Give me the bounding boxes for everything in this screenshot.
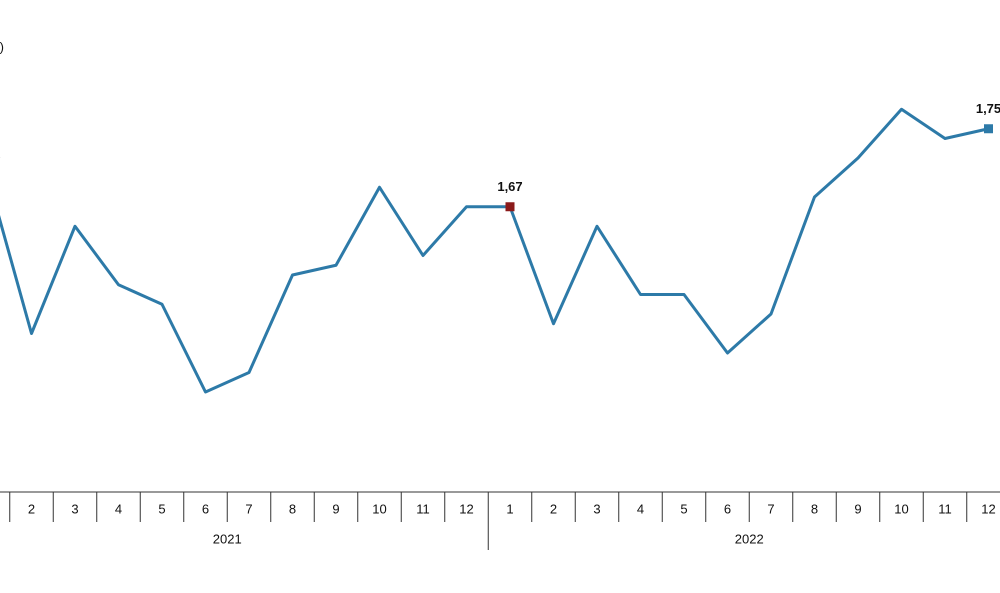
data-label: 1,67	[497, 179, 522, 194]
point-marker	[505, 202, 515, 212]
x-tick-label: 10	[894, 501, 908, 516]
chart-title: t)	[0, 39, 4, 54]
x-tick-label: 7	[767, 501, 774, 516]
x-tick-label: 6	[202, 501, 209, 516]
x-tick-label: 7	[245, 501, 252, 516]
data-label: 1,70	[0, 150, 1, 165]
x-tick-label: 3	[593, 501, 600, 516]
x-tick-label: 4	[637, 501, 644, 516]
x-tick-label: 8	[289, 501, 296, 516]
x-tick-label: 5	[158, 501, 165, 516]
x-tick-label: 3	[71, 501, 78, 516]
x-tick-label: 2	[550, 501, 557, 516]
x-tick-label: 10	[372, 501, 386, 516]
point-marker	[984, 124, 993, 134]
year-label: 2022	[735, 531, 764, 546]
x-tick-label: 4	[115, 501, 122, 516]
x-tick-label: 6	[724, 501, 731, 516]
x-tick-label: 11	[938, 501, 952, 516]
x-tick-label: 8	[811, 501, 818, 516]
x-tick-label: 5	[680, 501, 687, 516]
x-tick-label: 1	[506, 501, 513, 516]
year-label: 2021	[213, 531, 242, 546]
line	[0, 107, 989, 394]
x-tick-label: 9	[332, 501, 339, 516]
x-tick-label: 2	[28, 501, 35, 516]
x-tick-label: 12	[981, 501, 995, 516]
x-tick-label: 12	[459, 501, 473, 516]
x-tick-label: 9	[854, 501, 861, 516]
data-label: 1,75	[976, 101, 1000, 116]
x-tick-label: 11	[416, 501, 430, 516]
